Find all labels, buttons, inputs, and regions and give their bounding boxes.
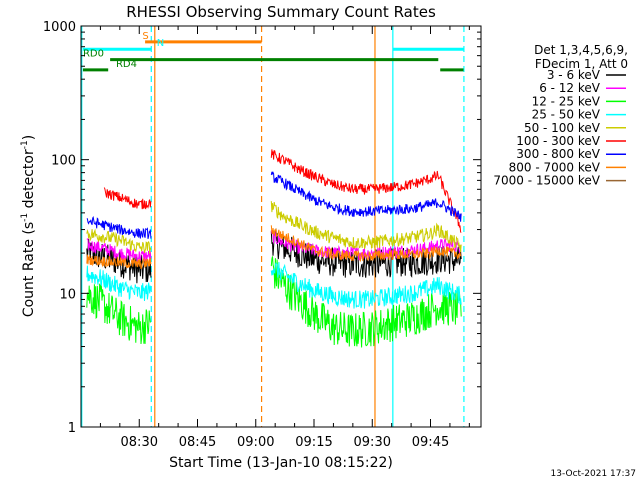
x-tick-label-3: 09:00 [237, 435, 274, 450]
x-tick-label-1: 08:30 [121, 435, 158, 450]
flag-label-5: RD4 [116, 59, 137, 70]
legend: Det 1,3,4,5,6,9, FDecim 1, Att 0 3 - 6 k… [493, 43, 628, 188]
legend-label-3: 12 - 25 keV [532, 94, 601, 108]
legend-header-line-2: FDecim 1, Att 0 [535, 57, 628, 71]
series-line-4-part-2 [270, 261, 462, 309]
legend-label-9: 7000 - 15000 keV [493, 174, 600, 188]
axes: 08:30 08:45 09:00 09:15 09:30 09:45 1 10 100 1000 [43, 20, 481, 450]
series-line-7-part-1 [86, 216, 152, 240]
y-tick-label-4: 1000 [43, 20, 76, 35]
series-line-7-part-2 [270, 171, 462, 222]
series-line-6-part-2 [270, 149, 462, 233]
count-rate-series [86, 149, 462, 348]
legend-header-line-1: Det 1,3,4,5,6,9, [534, 43, 628, 57]
series-line-6-part-1 [103, 187, 152, 210]
y-label-sup-1: -1 [20, 213, 30, 222]
y-label-end: ) [21, 135, 37, 140]
y-label-mid: detector [21, 149, 37, 213]
x-tick-label-5: 09:30 [354, 435, 391, 450]
legend-label-1: 3 - 6 keV [547, 68, 601, 82]
y-tick-label-1: 1 [68, 421, 76, 436]
flag-label-2: N [157, 38, 164, 49]
flag-label-1: S [142, 31, 148, 42]
y-tick-label-3: 100 [51, 154, 76, 169]
plot-frame [80, 25, 482, 428]
series-line-4-part-1 [86, 265, 152, 302]
y-label-sup-2: -1 [20, 140, 30, 149]
flag-label-4: RD0 [83, 49, 104, 60]
series-line-8-part-1 [86, 254, 152, 270]
generation-timestamp: 13-Oct-2021 17:37 [551, 469, 636, 479]
x-tick-label-2: 08:45 [179, 435, 216, 450]
chart-title: RHESSI Observing Summary Count Rates [126, 3, 436, 21]
y-axis-label: Count Rate (s-1 detector-1) [20, 135, 37, 317]
series-line-5-part-1 [86, 228, 152, 255]
y-tick-label-2: 10 [59, 287, 76, 302]
series-line-3-part-1 [86, 283, 152, 345]
series-line-8-part-2 [270, 225, 462, 262]
legend-label-4: 25 - 50 keV [532, 108, 601, 122]
x-tick-label-4: 09:15 [295, 435, 332, 450]
x-tick-label-6: 09:45 [412, 435, 449, 450]
y-label-main: Count Rate (s [21, 222, 37, 317]
legend-label-7: 300 - 800 keV [516, 147, 600, 161]
legend-label-2: 6 - 12 keV [539, 81, 601, 95]
legend-label-5: 50 - 100 keV [524, 121, 601, 135]
series-line-5-part-2 [270, 201, 462, 253]
legend-label-8: 800 - 7000 keV [509, 160, 601, 174]
series-line-3-part-2 [270, 256, 462, 348]
legend-label-6: 100 - 300 keV [516, 134, 600, 148]
x-axis-label: Start Time (13-Jan-10 08:15:22) [169, 455, 393, 471]
time-markers [81, 26, 465, 427]
flag-bars: SN RD0 RD4 [82, 31, 464, 72]
